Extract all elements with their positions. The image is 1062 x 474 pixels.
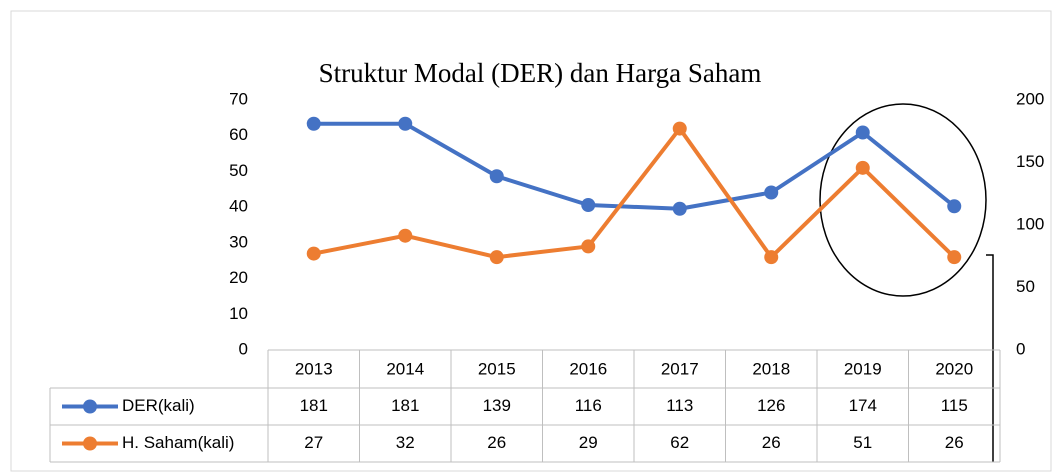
chart-frame	[10, 10, 1052, 472]
point	[855, 160, 870, 175]
y-tick-label: 40	[229, 197, 248, 216]
point	[398, 116, 413, 131]
x-tick-label: 2013	[295, 359, 333, 378]
x-tick-label: 2017	[661, 359, 699, 378]
table-value: 174	[849, 396, 877, 415]
y2-tick-label: 50	[1016, 277, 1035, 296]
y2-tick-label: 0	[1016, 339, 1025, 358]
table-value: 115	[941, 396, 968, 415]
x-tick-label: 2020	[935, 359, 973, 378]
y-tick-label: 0	[239, 339, 248, 358]
point	[489, 169, 504, 184]
legend-marker	[83, 399, 97, 414]
point	[581, 239, 596, 254]
point	[398, 228, 413, 243]
point	[306, 116, 321, 131]
y-tick-label: 30	[229, 232, 248, 251]
y-tick-label: 60	[229, 125, 248, 144]
chart-title: Struktur Modal (DER) dan Harga Saham	[319, 58, 762, 88]
y-tick-label: 70	[229, 89, 248, 108]
point	[306, 246, 321, 261]
y-tick-label: 10	[229, 304, 248, 323]
table-value: 51	[853, 433, 872, 452]
table-value: 113	[666, 396, 693, 415]
point	[489, 250, 504, 265]
y2-tick-label: 200	[1016, 89, 1044, 108]
series-line	[313, 126, 956, 260]
y-tick-label: 50	[229, 161, 248, 180]
x-tick-label: 2016	[569, 359, 607, 378]
x-tick-label: 2014	[386, 359, 424, 378]
point	[855, 125, 870, 140]
point	[947, 199, 962, 214]
annotation-circle	[819, 103, 987, 297]
table-value: 26	[945, 433, 964, 452]
y2-tick-label: 150	[1016, 152, 1044, 171]
table-value: 29	[579, 433, 598, 452]
table-value: 181	[300, 396, 328, 415]
legend-marker	[83, 436, 97, 451]
table-value: 26	[762, 433, 781, 452]
point	[764, 250, 779, 265]
point	[581, 198, 596, 212]
table-value: 181	[391, 396, 419, 415]
x-tick-label: 2015	[478, 359, 516, 378]
series-line	[313, 121, 956, 211]
point	[947, 250, 962, 265]
x-tick-label: 2019	[844, 359, 882, 378]
y2-tick-label: 100	[1016, 214, 1044, 233]
point	[672, 121, 687, 136]
table-value: 27	[304, 433, 323, 452]
table-value: 126	[757, 396, 785, 415]
legend-label: H. Saham(kali)	[122, 433, 234, 452]
table-value: 32	[396, 433, 415, 452]
legend-label: DER(kali)	[122, 396, 195, 415]
y-tick-label: 20	[229, 268, 248, 287]
table-value: 139	[483, 396, 511, 415]
table-value: 62	[670, 433, 689, 452]
table-value: 116	[575, 396, 602, 415]
annotation-bracket	[986, 254, 994, 462]
table-value: 26	[487, 433, 506, 452]
point	[672, 201, 687, 216]
point	[764, 185, 779, 200]
x-tick-label: 2018	[752, 359, 790, 378]
